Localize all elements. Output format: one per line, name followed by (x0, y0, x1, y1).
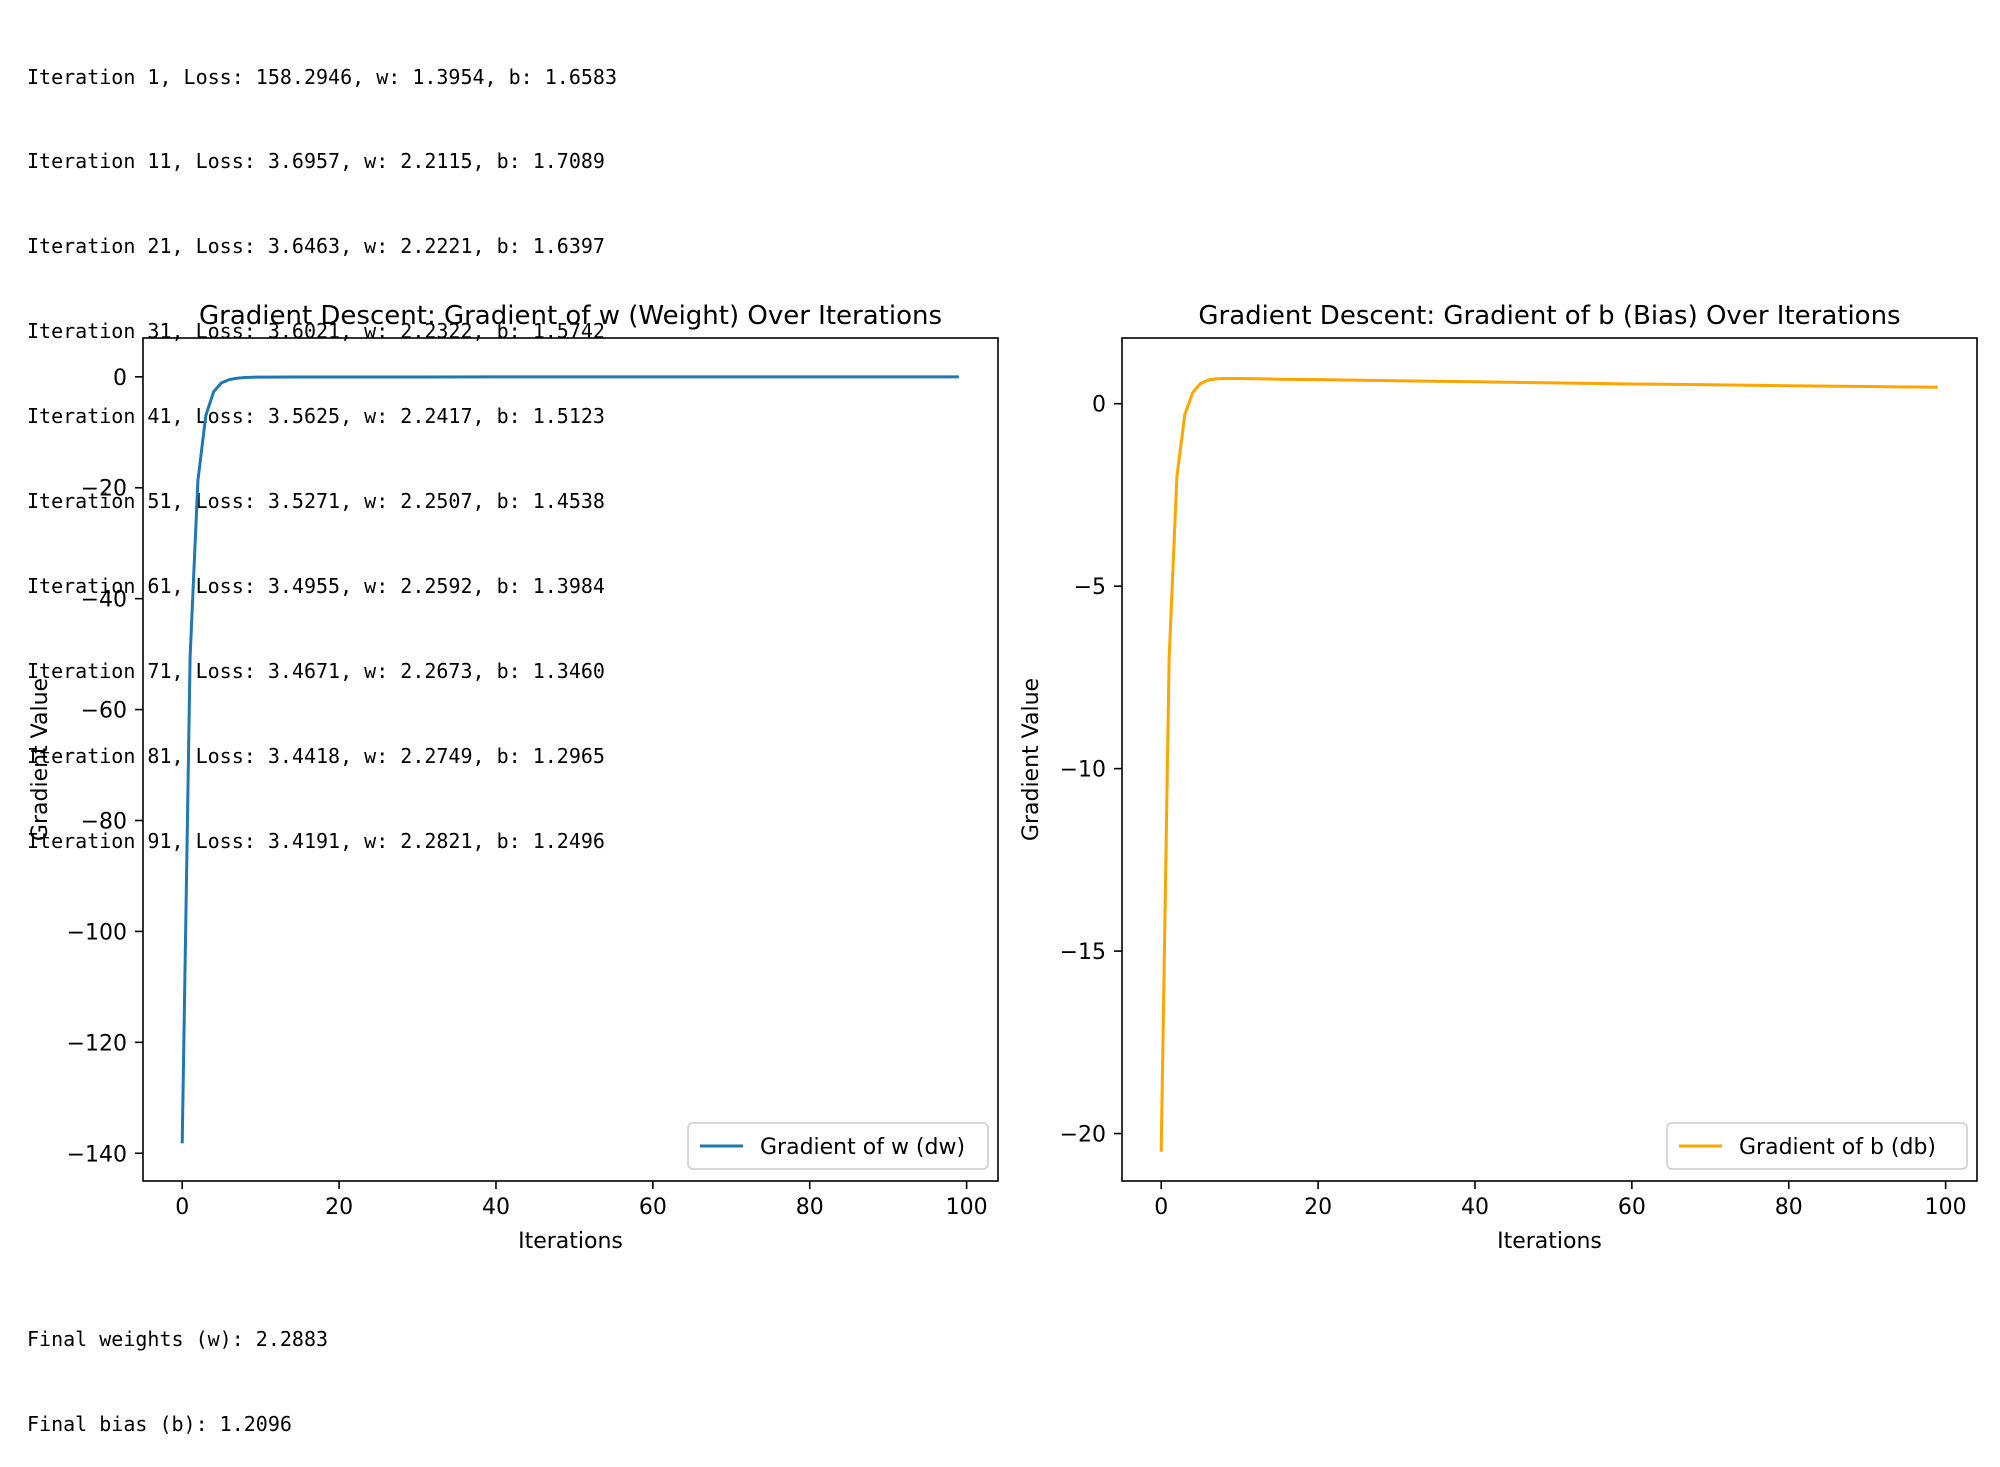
y-tick-label: −100 (67, 920, 127, 945)
log-line: Iteration 31, Loss: 3.6021, w: 2.2322, b… (27, 319, 605, 344)
y-tick-label: −140 (67, 1142, 127, 1167)
log-line: Iteration 51, Loss: 3.5271, w: 2.2507, b… (27, 489, 605, 514)
legend-box (1666, 1122, 1968, 1170)
x-tick-label: 40 (1461, 1195, 1489, 1220)
x-axis-label: Iterations (518, 1229, 623, 1254)
x-tick-label: 100 (1925, 1195, 1967, 1220)
final-bias-line: Final bias (b): 1.2096 (27, 1412, 292, 1437)
x-tick-label: 0 (175, 1195, 189, 1220)
x-tick-label: 0 (1154, 1195, 1168, 1220)
chart-gradient-b: 0 20 40 60 80 100 0 −5 −10 −15 −20 Gradient Descent… (1019, 301, 1978, 1254)
x-tick-label: 60 (1618, 1195, 1646, 1220)
y-axis-label: Gradient Value (28, 678, 53, 841)
y-tick-label: −40 (81, 588, 127, 613)
legend-box (687, 1122, 989, 1170)
charts-figure: 0 20 40 60 80 1000−20−40−60−80−100−120−140Gra… (28, 301, 1978, 1254)
x-tick-label: 80 (1775, 1195, 1803, 1220)
final-weights-line: Final weights (w): 2.2883 (27, 1327, 329, 1351)
y-tick-label: −20 (81, 477, 127, 502)
chart-title: Gradient Descent: Gradient of b (Bias) O… (1198, 301, 1900, 331)
log-line: Iteration 21, Loss: 3.6463, w: 2.2221, b… (27, 234, 605, 259)
log-line: Iteration 61, Loss: 3.4955, w: 2.2592, b… (27, 573, 605, 598)
y-tick-label: 0 (113, 366, 127, 391)
y-tick-label: 0 (1092, 393, 1106, 418)
x-tick-label: 60 (639, 1195, 667, 1220)
y-tick-label: −15 (1060, 940, 1106, 965)
legend-label: Gradient of b (db) (1739, 1135, 1936, 1160)
x-tick-label: 20 (325, 1195, 353, 1220)
x-tick-label: 80 (796, 1195, 824, 1220)
legend-label: Gradient of w (dw) (760, 1135, 965, 1160)
training-log: Iteration 1, Loss: 158.2946, w: 1.3954, … (27, 6, 617, 883)
log-line: Iteration 11, Loss: 3.6957, w: 2.2115, b… (27, 149, 605, 174)
x-tick-label: 100 (946, 1195, 988, 1220)
axes-frame (142, 337, 999, 1182)
chart-title: Gradient Descent: Gradient of w (Weight)… (199, 301, 942, 331)
x-axis-label: Iterations (1497, 1229, 1602, 1254)
series-line (180, 375, 959, 1144)
x-tick-label: 40 (482, 1195, 510, 1220)
log-line: Iteration 81, Loss: 3.4418, w: 2.2749, b… (27, 743, 605, 768)
chart-gradient-w: 0 20 40 60 80 100 0 −20 −40 −60 −80 −100 −120 −140 Gra… (28, 301, 999, 1254)
y-axis-label: Gradient Value (1019, 678, 1044, 841)
axes-frame (1121, 337, 1978, 1182)
log-line: Iteration 91, Loss: 3.4191, w: 2.2821, b… (27, 828, 605, 853)
x-tick-label: 20 (1304, 1195, 1332, 1220)
y-tick-label: −10 (1060, 758, 1106, 783)
y-tick-label: −20 (1060, 1123, 1106, 1148)
y-tick-label: −80 (81, 810, 127, 835)
final-results: Final weights (w): 2.2883 Final bias (b)… (27, 1268, 328, 1467)
y-tick-label: −5 (1074, 575, 1106, 600)
log-line: Iteration 71, Loss: 3.4671, w: 2.2673, b… (27, 658, 605, 683)
y-tick-label: −60 (81, 699, 127, 724)
series-line (1159, 377, 1938, 1152)
y-tick-label: −120 (67, 1031, 127, 1056)
log-line: Iteration 1, Loss: 158.2946, w: 1.3954, … (27, 64, 618, 89)
